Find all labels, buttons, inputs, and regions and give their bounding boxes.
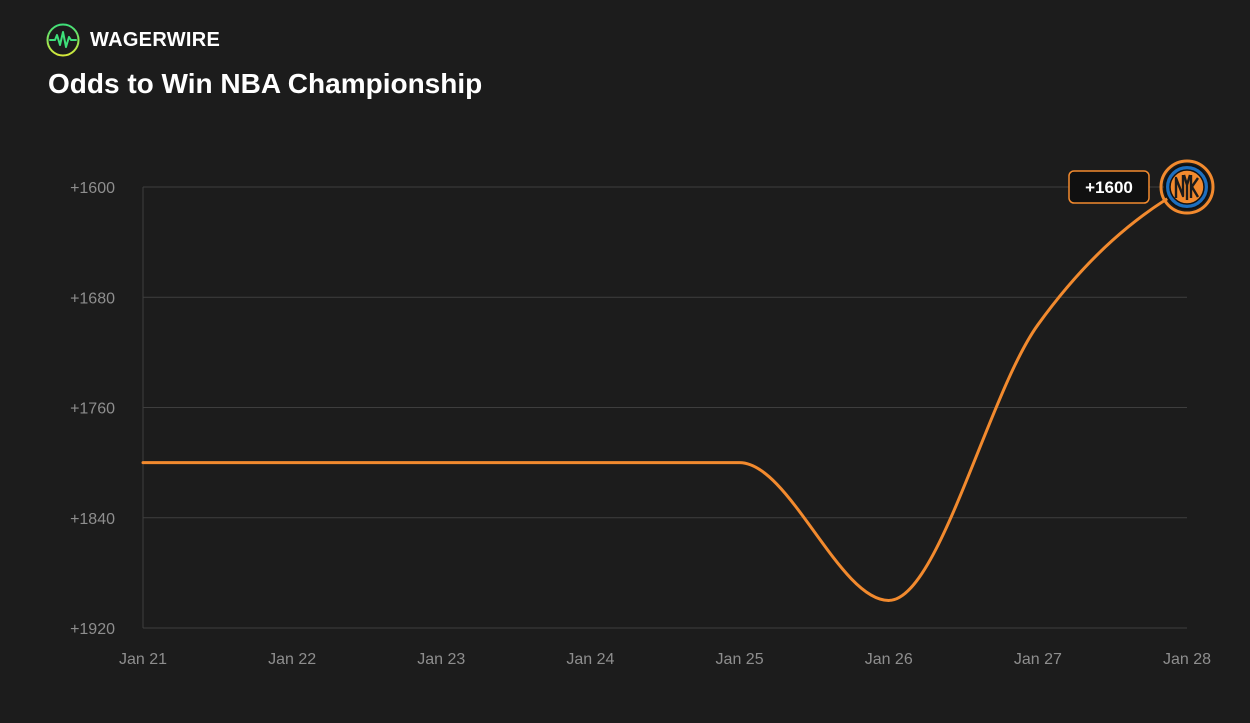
x-tick-label: Jan 25 xyxy=(716,651,764,668)
brand-name: WAGERWIRE xyxy=(90,28,221,51)
x-tick-label: Jan 28 xyxy=(1163,651,1211,668)
x-tick-label: Jan 22 xyxy=(268,651,316,668)
x-tick-label: Jan 27 xyxy=(1014,651,1062,668)
chart-title: Odds to Win NBA Championship xyxy=(48,68,483,99)
y-tick-label: +1920 xyxy=(70,621,115,638)
y-tick-label: +1840 xyxy=(70,511,115,528)
x-tick-label: Jan 24 xyxy=(566,651,614,668)
series-line xyxy=(141,185,1189,602)
x-tick-label: Jan 26 xyxy=(865,651,913,668)
end-value-badge: +1600 xyxy=(1068,170,1150,204)
heartbeat-pulse-icon xyxy=(46,23,80,57)
x-tick-label: Jan 23 xyxy=(417,651,465,668)
new-york-knicks-logo-icon xyxy=(1159,159,1215,215)
brand: WAGERWIRE xyxy=(46,23,220,57)
y-tick-label: +1600 xyxy=(70,180,115,197)
x-tick-label: Jan 21 xyxy=(119,651,167,668)
y-tick-label: +1680 xyxy=(70,290,115,307)
y-tick-label: +1760 xyxy=(70,401,115,418)
end-value-label: +1600 xyxy=(1085,178,1133,197)
